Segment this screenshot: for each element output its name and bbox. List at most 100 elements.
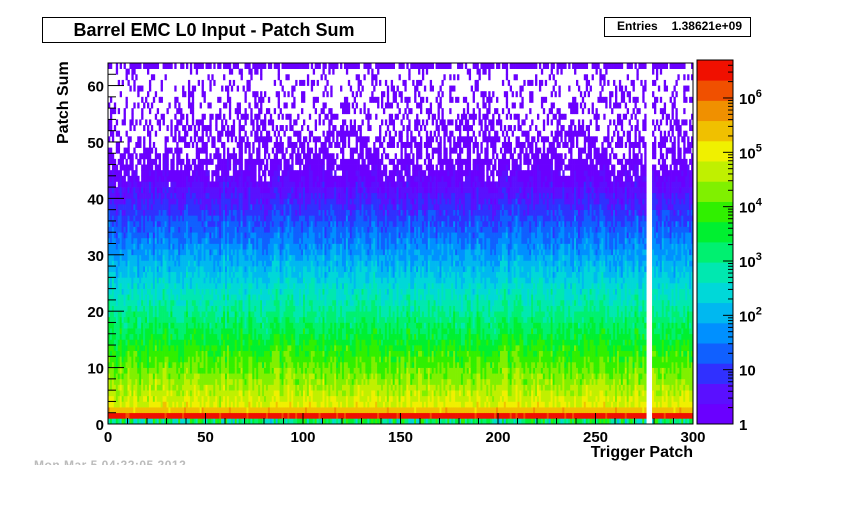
heatmap-cell bbox=[205, 384, 208, 391]
heatmap-cell bbox=[115, 63, 119, 69]
heatmap-cell bbox=[219, 277, 222, 284]
heatmap-cell bbox=[191, 345, 195, 352]
heatmap-cell bbox=[248, 192, 251, 199]
heatmap-cell bbox=[205, 209, 208, 216]
heatmap-cell bbox=[260, 277, 263, 284]
heatmap-cell bbox=[281, 187, 284, 194]
heatmap-cell bbox=[199, 322, 202, 329]
heatmap-cell bbox=[129, 361, 132, 368]
heatmap-cell bbox=[199, 339, 202, 346]
heatmap-cell bbox=[121, 282, 124, 289]
heatmap-cell bbox=[156, 209, 160, 216]
heatmap-cell bbox=[262, 181, 265, 188]
heatmap-cell bbox=[164, 147, 167, 154]
heatmap-cell bbox=[289, 136, 292, 143]
heatmap-cell bbox=[252, 215, 255, 222]
heatmap-cell bbox=[234, 220, 238, 227]
heatmap-cell bbox=[234, 328, 238, 335]
heatmap-cell bbox=[281, 299, 284, 306]
heatmap-cell bbox=[166, 237, 169, 244]
heatmap-cell bbox=[213, 243, 216, 250]
heatmap-cell bbox=[250, 294, 253, 301]
heatmap-cell bbox=[262, 215, 265, 222]
heatmap-cell bbox=[289, 328, 292, 335]
heatmap-cell bbox=[262, 232, 265, 239]
heatmap-cell bbox=[127, 266, 130, 273]
heatmap-cell bbox=[186, 130, 189, 137]
heatmap-cell bbox=[199, 63, 202, 69]
heatmap-cell bbox=[226, 373, 230, 380]
heatmap-cell bbox=[148, 141, 152, 148]
heatmap-cell bbox=[281, 407, 284, 414]
heatmap-cell bbox=[129, 350, 132, 357]
heatmap-cell bbox=[205, 378, 208, 385]
heatmap-cell bbox=[127, 153, 130, 160]
heatmap-cell bbox=[187, 401, 191, 408]
heatmap-cell bbox=[133, 412, 136, 419]
heatmap-cell bbox=[269, 170, 273, 177]
heatmap-cell bbox=[260, 232, 263, 239]
heatmap-cell bbox=[193, 175, 197, 182]
heatmap-cell bbox=[265, 356, 269, 363]
heatmap-cell bbox=[166, 136, 169, 143]
heatmap-cell bbox=[279, 158, 282, 165]
heatmap-cell bbox=[275, 412, 278, 419]
heatmap-cell bbox=[217, 192, 220, 199]
heatmap-cell bbox=[238, 328, 241, 335]
heatmap-cell bbox=[125, 288, 128, 295]
heatmap-cell bbox=[176, 328, 179, 335]
heatmap-cell bbox=[217, 333, 220, 340]
heatmap-cell bbox=[129, 356, 132, 363]
heatmap-cell bbox=[228, 401, 232, 408]
heatmap-cell bbox=[133, 232, 136, 239]
heatmap-cell bbox=[160, 328, 163, 335]
heatmap-cell bbox=[269, 328, 273, 335]
heatmap-cell bbox=[267, 311, 271, 318]
heatmap-cell bbox=[289, 63, 292, 69]
heatmap-cell bbox=[221, 294, 224, 301]
heatmap-cell bbox=[223, 282, 226, 289]
heatmap-cell bbox=[252, 249, 255, 256]
heatmap-cell bbox=[217, 288, 220, 295]
heatmap-cell bbox=[162, 322, 165, 329]
heatmap-cell bbox=[182, 407, 185, 414]
heatmap-cell bbox=[193, 299, 197, 306]
heatmap-cell bbox=[289, 316, 292, 323]
heatmap-cell bbox=[168, 288, 171, 295]
heatmap-cell bbox=[150, 373, 154, 380]
heatmap-cell bbox=[260, 243, 263, 250]
heatmap-cell bbox=[264, 153, 267, 160]
heatmap-cell bbox=[281, 220, 284, 227]
heatmap-cell bbox=[186, 378, 189, 385]
heatmap-cell bbox=[221, 158, 224, 165]
heatmap-cell bbox=[252, 367, 255, 374]
heatmap-cell bbox=[186, 418, 189, 425]
heatmap-cell bbox=[160, 209, 163, 216]
heatmap-cell bbox=[131, 384, 134, 391]
heatmap-cell bbox=[240, 226, 243, 233]
heatmap-cell bbox=[121, 288, 124, 295]
heatmap-cell bbox=[135, 243, 138, 250]
heatmap-cell bbox=[232, 170, 236, 177]
heatmap-cell bbox=[228, 260, 232, 267]
heatmap-cell bbox=[279, 339, 282, 346]
heatmap-cell bbox=[283, 232, 286, 239]
heatmap-cell bbox=[147, 164, 150, 171]
heatmap-cell bbox=[201, 141, 204, 148]
heatmap-cell bbox=[250, 305, 253, 312]
heatmap-cell bbox=[223, 153, 226, 160]
heatmap-cell bbox=[265, 412, 269, 419]
heatmap-cell bbox=[113, 254, 117, 261]
heatmap-cell bbox=[244, 232, 247, 239]
heatmap-cell bbox=[111, 271, 115, 278]
heatmap-cell bbox=[213, 395, 216, 402]
heatmap-cell bbox=[187, 91, 191, 98]
heatmap-cell bbox=[199, 299, 202, 306]
heatmap-cell bbox=[125, 170, 128, 177]
heatmap-cell bbox=[262, 384, 265, 391]
heatmap-cell bbox=[191, 356, 195, 363]
heatmap-cell bbox=[226, 282, 230, 289]
heatmap-cell bbox=[158, 367, 161, 374]
heatmap-cell bbox=[256, 209, 259, 216]
heatmap-cell bbox=[256, 119, 259, 126]
